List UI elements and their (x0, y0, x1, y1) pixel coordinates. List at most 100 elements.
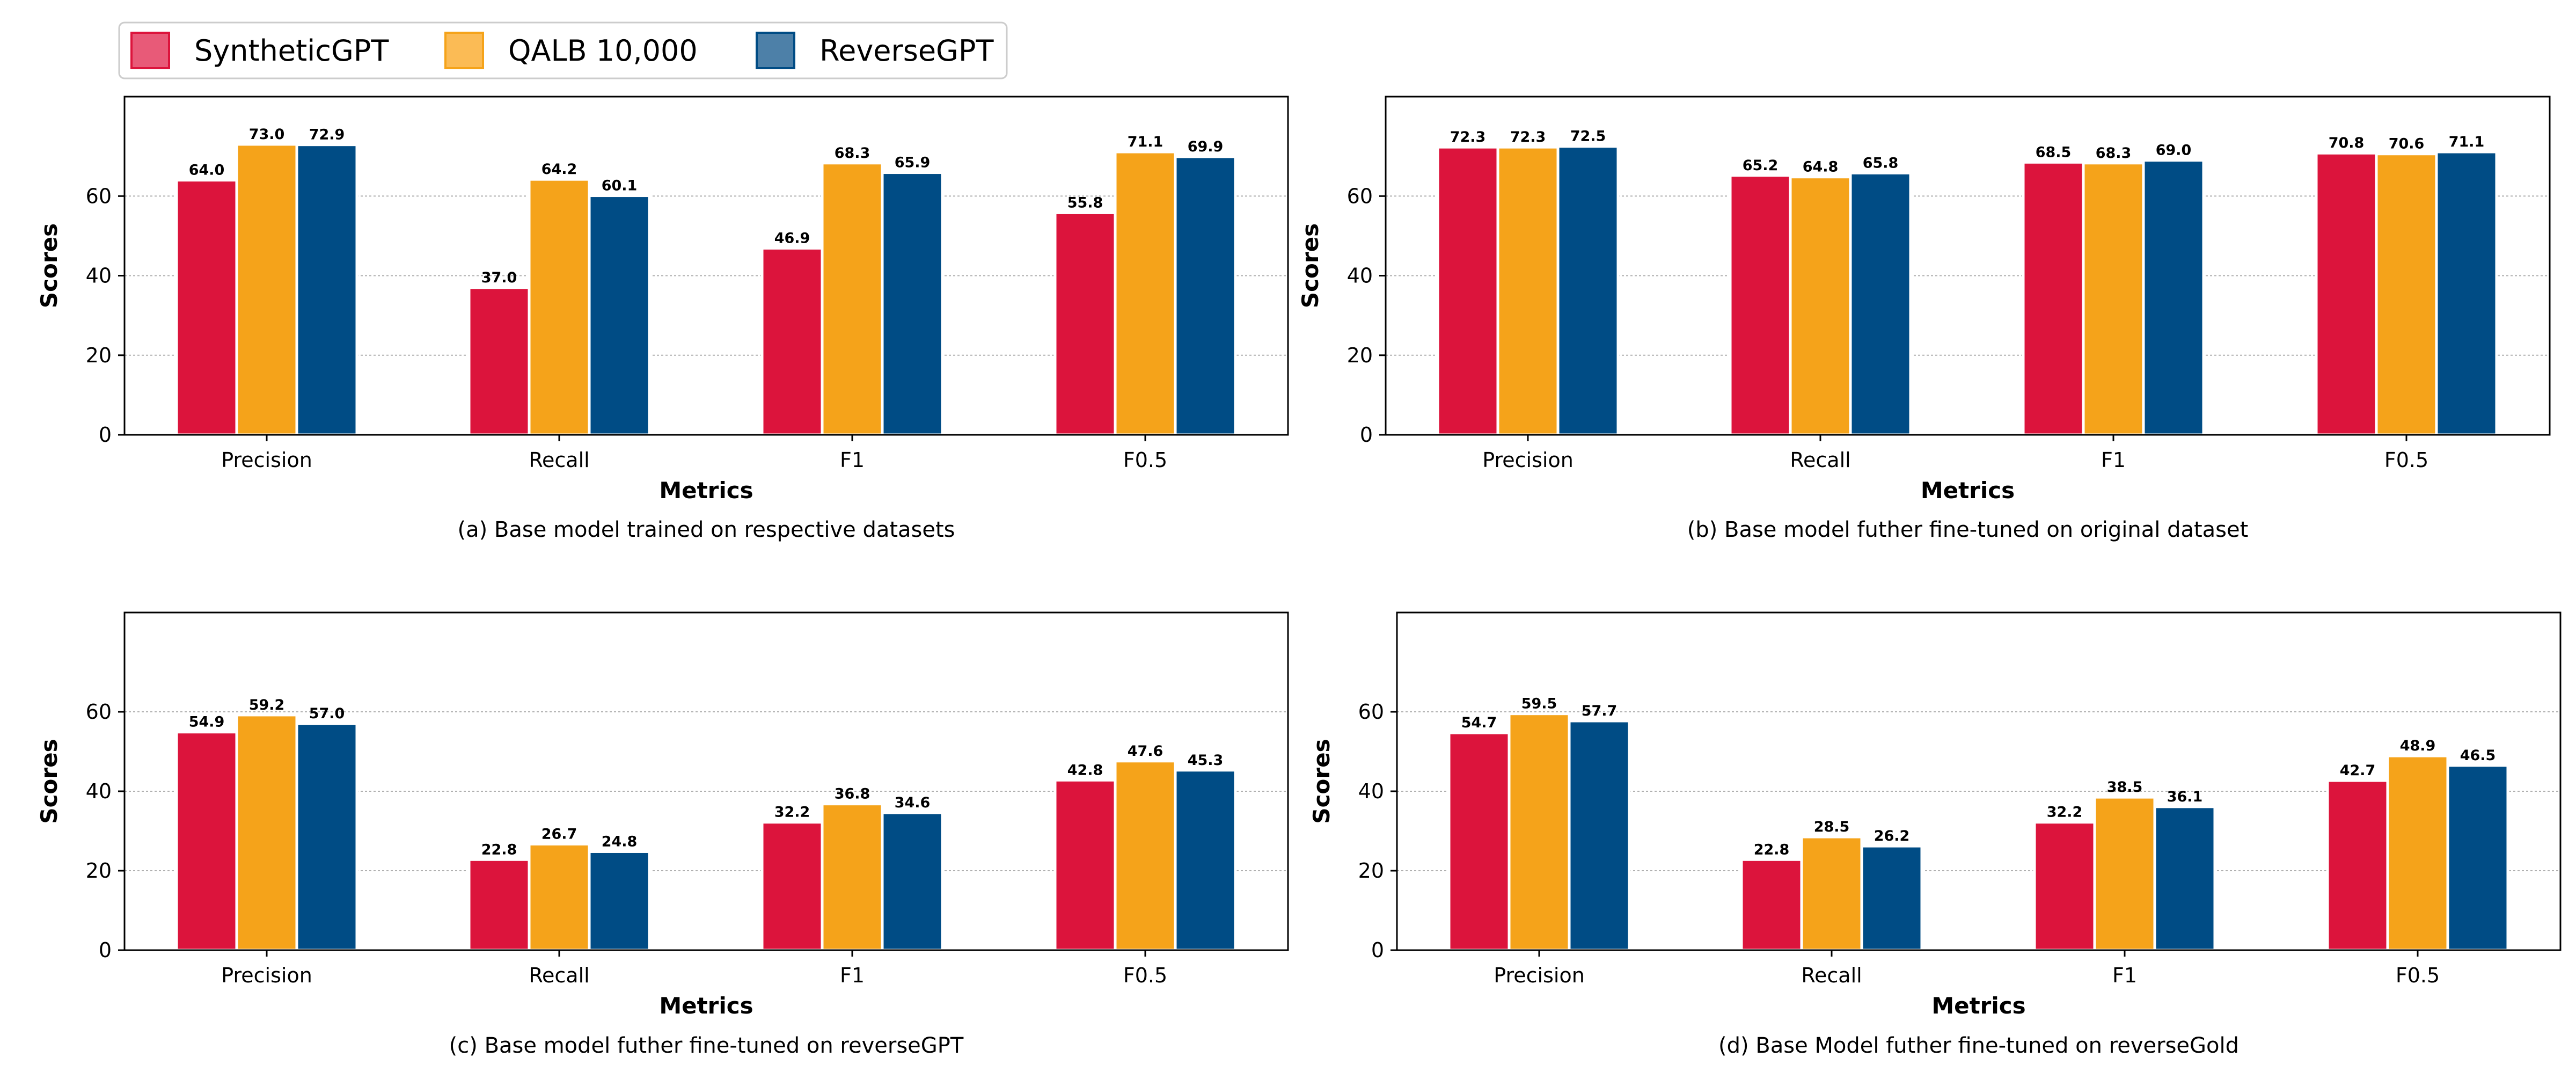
bar-value-label: 57.7 (1582, 703, 1618, 719)
x-tick-label: Recall (1801, 964, 1862, 987)
y-tick-label: 0 (99, 938, 112, 962)
chart-panel-c: 54.9 59.2 57.0 Precision 22.8 26.7 24.8 Recall 3… (36, 611, 1289, 1058)
x-tick-label: F0.5 (1123, 448, 1167, 472)
x-tick-label: Recall (529, 448, 589, 472)
x-tick-label: F1 (2101, 448, 2126, 472)
bar-qalb-10-000-recall (1800, 835, 1863, 952)
bar-value-label: 64.0 (189, 162, 225, 179)
y-tick-label: 0 (1371, 938, 1384, 962)
bar-qalb-10-000-recall (528, 842, 591, 952)
x-axis-label: Metrics (1921, 477, 2015, 504)
panel-caption: (b) Base model futher fine-tuned on orig… (1687, 517, 2249, 542)
legend-label: QALB 10,000 (508, 34, 698, 68)
bar-value-label: 54.7 (1461, 715, 1497, 731)
bar-value-label: 71.1 (2449, 134, 2485, 150)
bar-syntheticgpt-recall (1740, 858, 1803, 952)
y-tick-label: 20 (1347, 344, 1373, 367)
bar-value-label: 64.8 (1803, 159, 1839, 176)
bar-reversegpt-precision (1568, 719, 1631, 952)
bar-value-label: 26.2 (1874, 828, 1910, 844)
legend-swatch-syntheticgpt (130, 32, 170, 69)
bar-value-label: 22.8 (481, 841, 517, 858)
bar-value-label: 28.5 (1814, 819, 1850, 835)
bar-value-label: 72.3 (1510, 129, 1546, 145)
bar-qalb-10-000-precision (1507, 712, 1571, 952)
x-axis-label: Metrics (659, 993, 753, 1019)
bar-qalb-10-000-recall (1789, 176, 1852, 436)
bar-value-label: 45.3 (1188, 752, 1224, 769)
bar-reversegpt-recall (588, 850, 651, 952)
bar-syntheticgpt-precision (175, 731, 238, 952)
y-tick-label: 40 (86, 264, 112, 288)
bar-syntheticgpt-f1 (2022, 161, 2085, 436)
bar-value-label: 72.9 (309, 127, 345, 143)
bar-value-label: 36.1 (2167, 789, 2203, 805)
bar-syntheticgpt-precision (1447, 731, 1511, 952)
bar-value-label: 65.9 (895, 155, 931, 171)
bar-syntheticgpt-f0-5 (1053, 778, 1117, 952)
y-tick-label: 40 (86, 779, 112, 803)
bar-qalb-10-000-f1 (2082, 162, 2145, 436)
axes-frame (1396, 611, 2562, 951)
bar-qalb-10-000-f1 (2093, 796, 2156, 952)
bar-syntheticgpt-f1 (760, 821, 824, 952)
bar-value-label: 34.6 (895, 794, 931, 811)
bar-value-label: 71.1 (1128, 134, 1163, 150)
y-tick-label: 0 (1360, 423, 1373, 447)
x-tick-label: Precision (221, 964, 312, 987)
y-tick-label: 60 (86, 184, 112, 208)
y-tick-label: 20 (86, 344, 112, 367)
bar-qalb-10-000-f1 (821, 162, 884, 436)
bar-value-label: 37.0 (481, 269, 517, 286)
bar-qalb-10-000-precision (1496, 145, 1560, 436)
bar-value-label: 57.0 (309, 705, 345, 722)
bar-value-label: 70.6 (2389, 136, 2425, 152)
bar-reversegpt-f0-5 (2446, 764, 2509, 952)
bar-syntheticgpt-recall (1729, 174, 1792, 436)
x-tick-label: F0.5 (2384, 448, 2428, 472)
bar-value-label: 32.2 (2047, 804, 2083, 821)
bar-value-label: 38.5 (2107, 779, 2143, 796)
bar-value-label: 64.2 (541, 161, 577, 178)
bar-value-label: 68.5 (2036, 144, 2072, 161)
x-tick-label: F1 (840, 964, 865, 987)
bar-syntheticgpt-precision (175, 179, 238, 436)
chart-panel-b: 72.3 72.3 72.5 Precision 65.2 64.8 65.8 Recall 6… (1297, 96, 2551, 542)
chart-panels: 64.0 73.0 72.9 Precision 37.0 64.2 60.1 Recall 4… (36, 96, 2562, 1058)
bar-reversegpt-f1 (881, 811, 944, 952)
legend-swatch-reversegpt (756, 32, 795, 69)
y-tick-label: 60 (1347, 184, 1373, 208)
bar-value-label: 68.3 (835, 145, 870, 162)
y-tick-label: 40 (1347, 264, 1373, 288)
legend-label: SyntheticGPT (194, 34, 389, 68)
bar-reversegpt-recall (1849, 171, 1912, 436)
bar-value-label: 42.8 (1067, 762, 1103, 778)
bar-value-label: 42.7 (2340, 762, 2376, 779)
y-tick-label: 60 (86, 700, 112, 724)
bar-value-label: 26.7 (541, 826, 577, 842)
x-tick-label: F1 (840, 448, 865, 472)
bar-value-label: 68.3 (2096, 145, 2132, 162)
axes-frame (1385, 96, 2551, 436)
bar-value-label: 59.5 (1521, 696, 1557, 712)
bar-value-label: 55.8 (1067, 194, 1103, 211)
bar-reversegpt-precision (1556, 145, 1620, 436)
bar-syntheticgpt-recall (467, 858, 531, 952)
bar-value-label: 73.0 (249, 126, 285, 143)
bar-value-label: 24.8 (602, 833, 638, 850)
panel-caption: (a) Base model trained on respective dat… (457, 517, 955, 542)
bar-qalb-10-000-f0-5 (2386, 754, 2449, 952)
bar-qalb-10-000-f0-5 (1114, 150, 1177, 436)
x-tick-label: Precision (1494, 964, 1585, 987)
bar-value-label: 36.8 (835, 786, 870, 803)
legend: SyntheticGPT QALB 10,000 ReverseGPT (118, 21, 1008, 79)
panel-caption: (c) Base model futher fine-tuned on reve… (449, 1033, 964, 1058)
bar-value-label: 59.2 (249, 697, 285, 713)
x-tick-label: Precision (221, 448, 312, 472)
x-axis-label: Metrics (1931, 993, 2025, 1019)
bar-qalb-10-000-f1 (821, 803, 884, 952)
bar-value-label: 54.9 (189, 714, 225, 731)
chart-panel-a: 64.0 73.0 72.9 Precision 37.0 64.2 60.1 Recall 4… (36, 96, 1289, 542)
y-axis-label: Scores (1308, 739, 1335, 823)
